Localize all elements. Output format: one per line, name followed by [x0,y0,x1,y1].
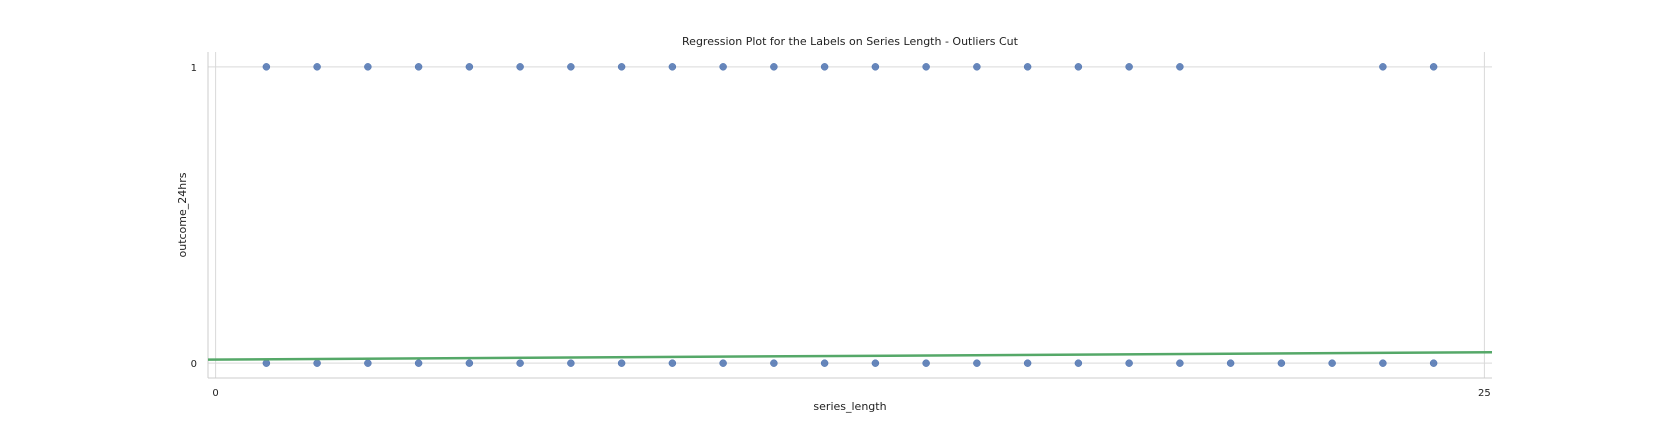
data-point [668,359,677,367]
data-point [1074,359,1083,367]
data-point [1429,63,1438,71]
data-point [617,359,626,367]
data-point [414,63,423,71]
x-axis-label: series_length [813,400,886,413]
data-point [567,63,575,71]
data-point [719,359,727,367]
data-point [922,359,930,367]
data-point [414,359,423,367]
data-point [1074,63,1083,71]
data-point [516,359,524,367]
data-point [262,359,271,367]
data-point [1176,63,1184,71]
data-point [567,359,575,367]
plot-area [208,52,1492,378]
data-point [1429,359,1438,367]
data-point [1277,359,1286,367]
data-point [820,63,829,71]
data-point [1023,359,1032,367]
data-point [820,359,829,367]
data-point [1023,63,1032,71]
data-point [1379,63,1387,71]
data-point [262,63,271,71]
chart-title: Regression Plot for the Labels on Series… [682,35,1019,48]
regression-line-group [207,350,1493,361]
data-point [973,359,981,367]
data-point [1176,359,1184,367]
y-axis-label: outcome_24hrs [176,172,189,257]
data-point [871,63,880,71]
data-point [871,359,880,367]
regression-line [207,350,1493,361]
data-point [1226,359,1235,367]
data-point [770,359,778,367]
data-point [1328,359,1336,367]
data-point [973,63,981,71]
data-point [313,63,321,71]
y-tick-label: 1 [191,63,197,74]
x-tick-label: 25 [1478,388,1491,399]
data-point [617,63,626,71]
data-point [719,63,727,71]
data-point [364,63,372,71]
scatter-points [262,63,1438,367]
data-point [313,359,321,367]
y-tick-label: 0 [191,359,197,370]
data-point [668,63,677,71]
data-point [1125,63,1133,71]
tick-labels: 0 25 0 1 [191,63,1491,399]
data-point [1379,359,1387,367]
data-point [465,359,474,367]
data-point [465,63,474,71]
data-point [922,63,930,71]
data-point [516,63,524,71]
data-point [1125,359,1133,367]
data-point [770,63,778,71]
data-point [364,359,372,367]
x-tick-label: 0 [212,388,218,399]
